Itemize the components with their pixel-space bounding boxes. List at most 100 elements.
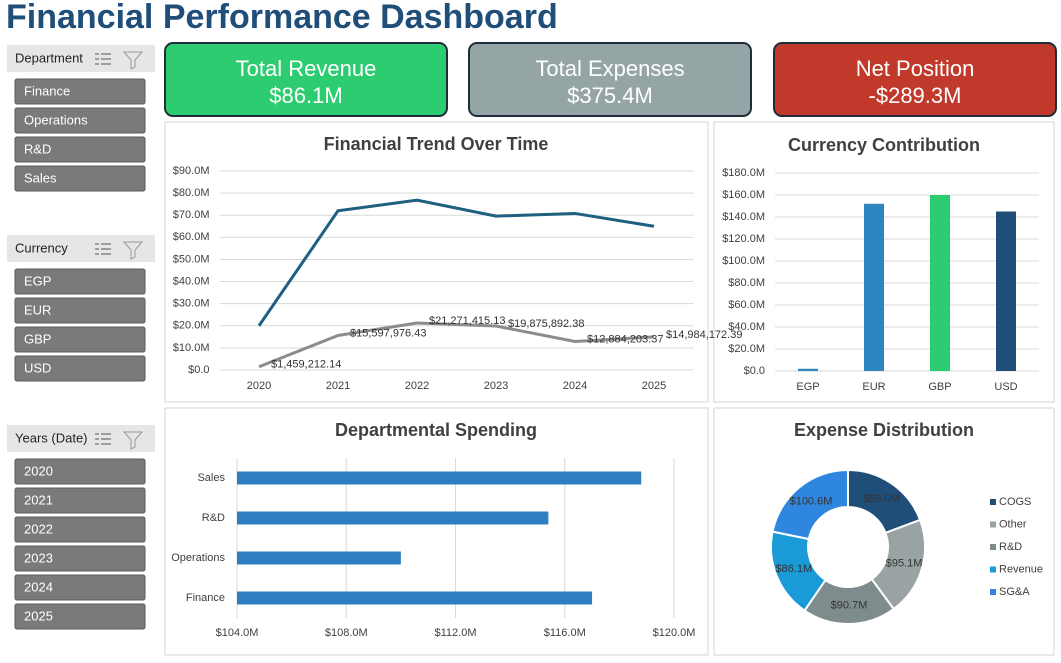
chart-title: Expense Distribution xyxy=(794,420,974,440)
y-tick-label: $50.0M xyxy=(173,253,210,265)
x-tick-label: $104.0M xyxy=(216,627,259,639)
legend-label: COGS xyxy=(999,496,1031,508)
slicer-title: Department xyxy=(15,50,83,65)
x-tick-label: EGP xyxy=(796,381,819,393)
y-tick-label: $100.0M xyxy=(722,255,765,267)
x-tick-label: 2022 xyxy=(405,380,429,392)
y-tick-label: Sales xyxy=(197,472,225,484)
line-series xyxy=(258,321,655,369)
data-label: $86.1M xyxy=(775,563,812,575)
y-tick-label: Finance xyxy=(186,592,225,604)
slicer-item[interactable] xyxy=(14,516,146,543)
panel xyxy=(164,121,709,403)
y-tick-label: $140.0M xyxy=(722,211,765,223)
kpi-value: -$289.3M xyxy=(869,83,962,108)
clear-filter-icon[interactable] xyxy=(122,431,144,450)
y-tick-label: $40.0M xyxy=(173,275,210,287)
x-tick-label: EUR xyxy=(862,381,885,393)
chart-title: Departmental Spending xyxy=(335,420,537,440)
kpi-label: Net Position xyxy=(856,56,975,81)
slicer-item[interactable] xyxy=(14,458,146,485)
multi-select-icon[interactable] xyxy=(95,243,111,255)
y-tick-label: $90.0M xyxy=(173,165,210,177)
y-tick-label: $20.0M xyxy=(728,343,765,355)
slicer-item[interactable] xyxy=(14,545,146,572)
y-tick-label: $180.0M xyxy=(722,167,765,179)
multi-select-icon[interactable] xyxy=(95,433,111,445)
bar xyxy=(237,551,401,565)
kpi-value: $375.4M xyxy=(567,83,653,108)
legend-swatch xyxy=(990,589,996,595)
bar xyxy=(930,195,950,371)
x-tick-label: USD xyxy=(994,381,1017,393)
slicer-item-label[interactable]: Sales xyxy=(24,170,57,185)
slicer-item[interactable] xyxy=(14,107,146,134)
bar xyxy=(237,471,642,485)
slicer-item-label[interactable]: USD xyxy=(24,360,51,375)
y-tick-label: $0.0 xyxy=(744,365,765,377)
slicer-item-label[interactable]: 2020 xyxy=(24,463,53,478)
slicer-item-label[interactable]: GBP xyxy=(24,331,51,346)
y-tick-label: $30.0M xyxy=(173,298,210,310)
data-label: $12,884,203.37 xyxy=(587,333,663,345)
legend-label: Other xyxy=(999,518,1027,530)
slicer-item-label[interactable]: R&D xyxy=(24,141,51,156)
x-tick-label: 2025 xyxy=(642,380,666,392)
slicer-item[interactable] xyxy=(14,487,146,514)
data-label: $15,597,976.43 xyxy=(350,327,426,339)
slicer-item[interactable] xyxy=(14,574,146,601)
y-tick-label: $120.0M xyxy=(722,233,765,245)
slicer-item-label[interactable]: 2023 xyxy=(24,550,53,565)
y-tick-label: Operations xyxy=(171,552,225,564)
slicer-item-label[interactable]: 2024 xyxy=(24,579,53,594)
x-tick-label: 2020 xyxy=(247,380,271,392)
legend-label: SG&A xyxy=(999,586,1030,598)
legend-swatch xyxy=(990,521,996,528)
slicer-item-label[interactable]: EUR xyxy=(24,302,51,317)
legend-swatch xyxy=(990,544,996,550)
multi-select-icon[interactable] xyxy=(95,53,111,65)
slicer-item-label[interactable]: 2021 xyxy=(24,492,53,507)
y-tick-label: $60.0M xyxy=(728,299,765,311)
y-tick-label: $160.0M xyxy=(722,189,765,201)
legend-label: Revenue xyxy=(999,563,1043,575)
data-label: $19,875,892.38 xyxy=(508,318,584,330)
kpi-label: Total Revenue xyxy=(236,56,377,81)
donut-slice xyxy=(771,468,849,541)
data-label: $90.7M xyxy=(831,599,868,611)
slicer-item[interactable] xyxy=(14,603,146,630)
legend-swatch xyxy=(990,499,996,505)
y-tick-label: $40.0M xyxy=(728,321,765,333)
y-tick-label: $80.0M xyxy=(728,277,765,289)
slicer-title: Currency xyxy=(15,240,68,255)
slicer-item[interactable] xyxy=(14,78,146,105)
data-label: $89.0M xyxy=(863,493,900,505)
data-label: $95.1M xyxy=(886,558,923,570)
clear-filter-icon[interactable] xyxy=(122,241,144,260)
slicer-item[interactable] xyxy=(14,165,146,192)
y-tick-label: $60.0M xyxy=(173,231,210,243)
y-tick-label: $80.0M xyxy=(173,187,210,199)
x-tick-label: $116.0M xyxy=(544,627,586,639)
slicer-item[interactable] xyxy=(14,136,146,163)
chart-title: Currency Contribution xyxy=(788,135,980,155)
slicer-item[interactable] xyxy=(14,268,146,295)
slicer-item-label[interactable]: EGP xyxy=(24,273,51,288)
kpi-label: Total Expenses xyxy=(535,56,684,81)
slicer-item-label[interactable]: 2022 xyxy=(24,521,53,536)
slicer-item-label[interactable]: Operations xyxy=(24,112,88,127)
slicer-item[interactable] xyxy=(14,326,146,353)
slicer-item-label[interactable]: 2025 xyxy=(24,608,53,623)
y-tick-label: R&D xyxy=(202,512,225,524)
kpi-card xyxy=(468,42,752,117)
line-series xyxy=(257,198,655,327)
bar xyxy=(237,591,593,605)
slicer-item-label[interactable]: Finance xyxy=(24,83,70,98)
slicer-item[interactable] xyxy=(14,355,146,382)
x-tick-label: 2021 xyxy=(326,380,350,392)
y-tick-label: $70.0M xyxy=(173,209,210,221)
clear-filter-icon[interactable] xyxy=(122,51,144,70)
slicer-item[interactable] xyxy=(14,297,146,324)
kpi-card xyxy=(164,42,448,117)
